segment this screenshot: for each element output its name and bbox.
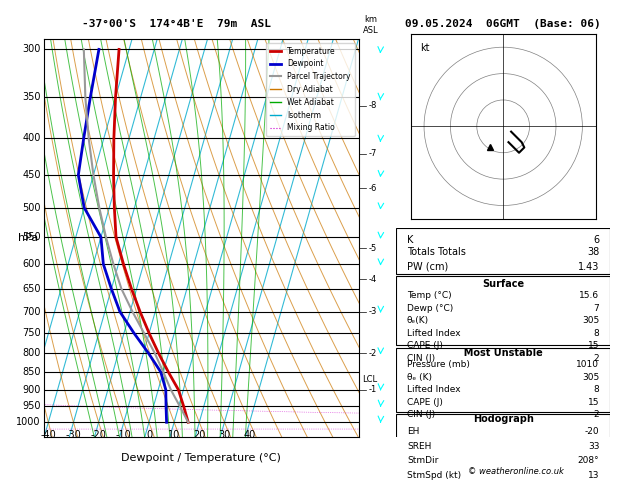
Text: kt: kt [420, 43, 430, 53]
Text: CIN (J): CIN (J) [407, 354, 435, 363]
Text: Lifted Index: Lifted Index [407, 329, 460, 338]
Text: -6: -6 [369, 184, 377, 193]
Text: -7: -7 [369, 149, 377, 158]
Text: 1010: 1010 [576, 360, 599, 369]
Text: -2: -2 [369, 348, 377, 358]
Text: 305: 305 [582, 373, 599, 382]
Text: 500: 500 [23, 203, 41, 212]
Text: PW (cm): PW (cm) [407, 262, 448, 272]
Bar [396, 415, 610, 475]
Text: Dewp (°C): Dewp (°C) [407, 304, 454, 312]
Text: -30: -30 [65, 430, 81, 440]
Text: 33: 33 [588, 442, 599, 451]
Text: Dewpoint / Temperature (°C): Dewpoint / Temperature (°C) [121, 453, 281, 463]
Text: 208°: 208° [578, 456, 599, 465]
Text: θₑ (K): θₑ (K) [407, 373, 432, 382]
Bar [396, 277, 610, 346]
Text: © weatheronline.co.uk: © weatheronline.co.uk [468, 467, 564, 476]
Bar [396, 228, 610, 275]
Text: Most Unstable: Most Unstable [457, 347, 550, 358]
Text: StmSpd (kt): StmSpd (kt) [407, 471, 461, 480]
Text: 350: 350 [23, 92, 41, 102]
Text: -40: -40 [40, 430, 56, 440]
Text: 850: 850 [23, 367, 41, 377]
Text: SREH: SREH [407, 442, 431, 451]
Text: 750: 750 [22, 328, 41, 338]
Text: 305: 305 [582, 316, 599, 325]
Text: 400: 400 [23, 134, 41, 143]
Text: -20: -20 [585, 427, 599, 436]
Text: 550: 550 [22, 232, 41, 242]
Text: 6: 6 [593, 235, 599, 244]
Text: 1.43: 1.43 [578, 262, 599, 272]
Text: 600: 600 [23, 259, 41, 269]
Text: CAPE (J): CAPE (J) [407, 341, 443, 350]
Text: 950: 950 [23, 401, 41, 412]
Text: -37°00'S  174°4B'E  79m  ASL: -37°00'S 174°4B'E 79m ASL [82, 19, 270, 29]
Text: -10: -10 [116, 430, 131, 440]
Text: 10: 10 [168, 430, 181, 440]
Text: 09.05.2024  06GMT  (Base: 06): 09.05.2024 06GMT (Base: 06) [405, 19, 601, 29]
Text: 650: 650 [23, 284, 41, 294]
Text: -8: -8 [369, 102, 377, 110]
Text: 7: 7 [594, 304, 599, 312]
Text: CIN (J): CIN (J) [407, 410, 435, 419]
Text: 15: 15 [588, 341, 599, 350]
Text: StmDir: StmDir [407, 456, 438, 465]
Text: 2: 2 [594, 354, 599, 363]
Text: 800: 800 [23, 348, 41, 358]
Text: 0: 0 [146, 430, 152, 440]
Text: K: K [407, 235, 413, 244]
Text: 13: 13 [588, 471, 599, 480]
Text: -1: -1 [369, 385, 377, 394]
Text: 15.6: 15.6 [579, 291, 599, 300]
Text: 40: 40 [243, 430, 256, 440]
Legend: Temperature, Dewpoint, Parcel Trajectory, Dry Adiabat, Wet Adiabat, Isotherm, Mi: Temperature, Dewpoint, Parcel Trajectory… [266, 43, 355, 136]
Text: -5: -5 [369, 243, 377, 253]
Text: 30: 30 [218, 430, 231, 440]
Text: 38: 38 [587, 247, 599, 257]
Text: Pressure (mb): Pressure (mb) [407, 360, 470, 369]
Text: -4: -4 [369, 275, 377, 284]
Bar [396, 347, 610, 412]
Text: θₑ(K): θₑ(K) [407, 316, 429, 325]
Text: CAPE (J): CAPE (J) [407, 398, 443, 407]
Text: 1000: 1000 [16, 417, 41, 427]
Text: 700: 700 [23, 307, 41, 317]
Text: km
ASL: km ASL [364, 16, 379, 35]
Text: 15: 15 [588, 398, 599, 407]
Text: hPa: hPa [18, 233, 38, 243]
Text: Surface: Surface [482, 278, 524, 289]
Text: Temp (°C): Temp (°C) [407, 291, 452, 300]
Text: Totals Totals: Totals Totals [407, 247, 466, 257]
Text: Hodograph: Hodograph [473, 415, 533, 424]
Text: 450: 450 [23, 170, 41, 180]
Text: 900: 900 [23, 384, 41, 395]
Text: 8: 8 [594, 329, 599, 338]
Text: 2: 2 [594, 410, 599, 419]
Text: -3: -3 [369, 307, 377, 316]
Text: 300: 300 [23, 44, 41, 54]
Text: LCL: LCL [362, 375, 377, 383]
Text: -20: -20 [91, 430, 106, 440]
Text: EH: EH [407, 427, 420, 436]
Text: 20: 20 [193, 430, 206, 440]
Text: 8: 8 [594, 385, 599, 394]
Text: Lifted Index: Lifted Index [407, 385, 460, 394]
